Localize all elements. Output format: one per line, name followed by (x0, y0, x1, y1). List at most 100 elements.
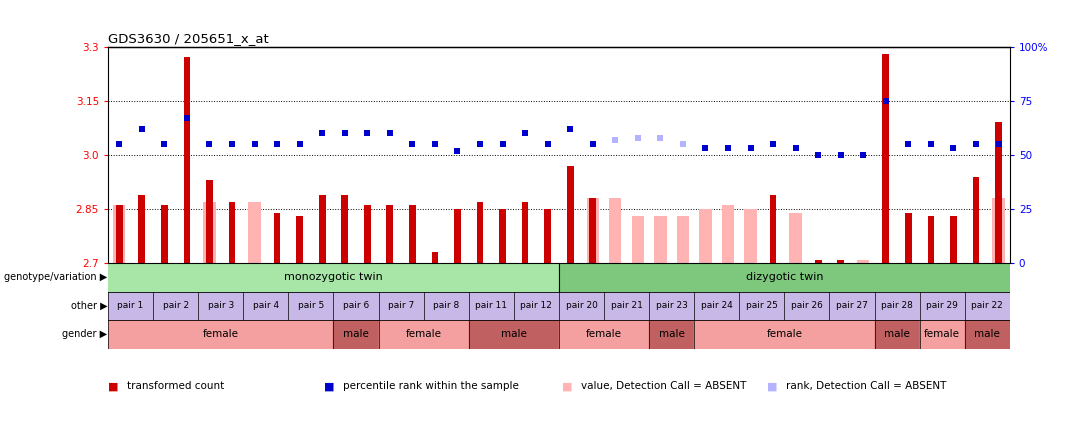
Text: dizygotic twin: dizygotic twin (745, 273, 823, 282)
Text: value, Detection Call = ABSENT: value, Detection Call = ABSENT (581, 381, 746, 391)
Bar (928, 216, 934, 263)
Text: transformed count: transformed count (127, 381, 225, 391)
Bar (161, 206, 167, 263)
Bar (950, 216, 957, 263)
Text: pair 26: pair 26 (791, 301, 823, 310)
Text: ■: ■ (562, 381, 576, 391)
Bar (632, 216, 644, 263)
Bar (609, 198, 621, 263)
Bar (203, 202, 216, 263)
Text: pair 11: pair 11 (475, 301, 508, 310)
Bar (184, 57, 190, 263)
Bar (379, 320, 469, 349)
Text: monozygotic twin: monozygotic twin (284, 273, 382, 282)
Bar (905, 213, 912, 263)
Text: ■: ■ (108, 381, 122, 391)
Text: pair 1: pair 1 (118, 301, 144, 310)
Bar (964, 320, 1010, 349)
Bar (108, 320, 334, 349)
Text: pair 8: pair 8 (433, 301, 459, 310)
Bar (882, 54, 889, 263)
Text: ■: ■ (767, 381, 781, 391)
Text: female: female (924, 329, 960, 339)
Bar (229, 202, 235, 263)
Text: male: male (885, 329, 910, 339)
Text: male: male (343, 329, 369, 339)
Bar (432, 252, 438, 263)
Bar (296, 216, 303, 263)
Text: genotype/variation ▶: genotype/variation ▶ (4, 273, 108, 282)
Bar (789, 213, 801, 263)
Bar (499, 209, 505, 263)
Text: female: female (767, 329, 802, 339)
Bar (113, 206, 125, 263)
Bar (409, 206, 416, 263)
Bar (654, 216, 666, 263)
Text: male: male (501, 329, 527, 339)
Bar (677, 216, 689, 263)
Text: GDS3630 / 205651_x_at: GDS3630 / 205651_x_at (108, 32, 269, 45)
Bar (699, 209, 712, 263)
Text: pair 5: pair 5 (298, 301, 324, 310)
Text: pair 7: pair 7 (388, 301, 415, 310)
Bar (364, 206, 370, 263)
Bar (770, 194, 777, 263)
Text: pair 29: pair 29 (927, 301, 958, 310)
Text: pair 27: pair 27 (836, 301, 868, 310)
Bar (814, 260, 822, 263)
Text: pair 21: pair 21 (610, 301, 643, 310)
Bar (319, 194, 325, 263)
Text: rank, Detection Call = ABSENT: rank, Detection Call = ABSENT (786, 381, 946, 391)
Bar (993, 198, 1004, 263)
Bar (341, 194, 348, 263)
Bar (273, 213, 281, 263)
Bar (721, 206, 734, 263)
Text: pair 2: pair 2 (163, 301, 189, 310)
Text: male: male (974, 329, 1000, 339)
Text: female: female (586, 329, 622, 339)
Text: male: male (659, 329, 685, 339)
Bar (694, 320, 875, 349)
Text: female: female (406, 329, 442, 339)
Text: pair 24: pair 24 (701, 301, 732, 310)
Bar (559, 320, 649, 349)
Bar (567, 166, 573, 263)
Bar (469, 320, 559, 349)
Text: pair 20: pair 20 (566, 301, 597, 310)
Bar (586, 198, 599, 263)
Text: female: female (203, 329, 239, 339)
Bar (206, 180, 213, 263)
Bar (334, 320, 379, 349)
Text: pair 6: pair 6 (342, 301, 369, 310)
Bar (387, 206, 393, 263)
Text: pair 22: pair 22 (971, 301, 1003, 310)
Bar (995, 123, 1002, 263)
Bar (590, 198, 596, 263)
Text: pair 23: pair 23 (656, 301, 688, 310)
Bar (476, 202, 484, 263)
Bar (454, 209, 461, 263)
Text: pair 12: pair 12 (521, 301, 552, 310)
Bar (649, 320, 694, 349)
Text: other ▶: other ▶ (71, 301, 108, 311)
Bar (559, 263, 1010, 292)
Bar (116, 206, 123, 263)
Text: pair 25: pair 25 (746, 301, 778, 310)
Bar (875, 320, 920, 349)
Text: ■: ■ (324, 381, 338, 391)
Text: pair 3: pair 3 (207, 301, 234, 310)
Bar (108, 263, 559, 292)
Bar (138, 194, 145, 263)
Text: percentile rank within the sample: percentile rank within the sample (343, 381, 519, 391)
Bar (744, 209, 757, 263)
Bar (522, 202, 528, 263)
Bar (920, 320, 964, 349)
Bar (858, 260, 869, 263)
Bar (973, 177, 980, 263)
Bar (837, 260, 845, 263)
Bar (544, 209, 551, 263)
Text: pair 4: pair 4 (253, 301, 279, 310)
Text: pair 28: pair 28 (881, 301, 913, 310)
Bar (248, 202, 260, 263)
Text: gender ▶: gender ▶ (63, 329, 108, 339)
